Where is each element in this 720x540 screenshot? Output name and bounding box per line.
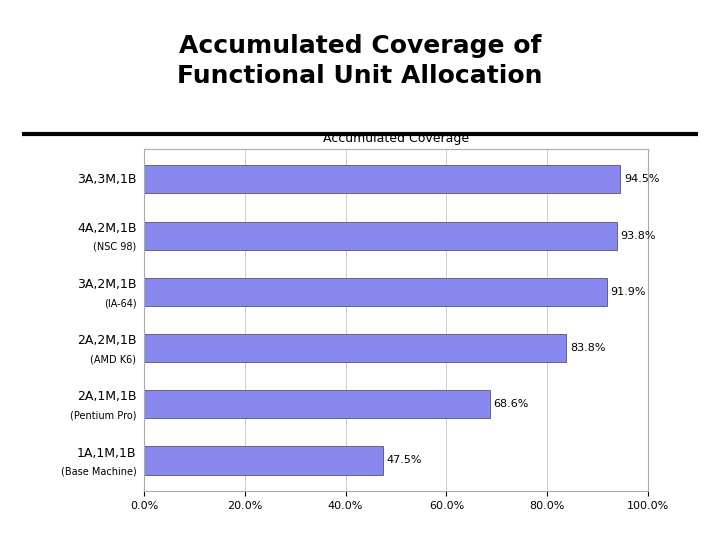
Bar	[144, 447, 383, 475]
Text: 4A,2M,1B: 4A,2M,1B	[77, 222, 137, 235]
Text: (Pentium Pro): (Pentium Pro)	[70, 410, 137, 421]
Bar	[144, 390, 490, 418]
Text: Accumulated Coverage of
Functional Unit Allocation: Accumulated Coverage of Functional Unit …	[177, 35, 543, 88]
Text: 68.6%: 68.6%	[493, 399, 528, 409]
Text: 83.8%: 83.8%	[570, 343, 606, 353]
Text: 91.9%: 91.9%	[611, 287, 647, 297]
Text: 2A,1M,1B: 2A,1M,1B	[77, 390, 137, 403]
Text: 93.8%: 93.8%	[620, 231, 656, 241]
Text: (NSC 98): (NSC 98)	[93, 242, 137, 252]
Text: (IA-64): (IA-64)	[104, 298, 137, 308]
Text: 47.5%: 47.5%	[387, 455, 423, 465]
Text: (Base Machine): (Base Machine)	[60, 467, 137, 477]
Bar	[144, 278, 607, 306]
Text: 3A,2M,1B: 3A,2M,1B	[77, 278, 137, 291]
Text: (AMD K6): (AMD K6)	[91, 354, 137, 364]
Text: 3A,3M,1B: 3A,3M,1B	[77, 173, 137, 186]
Text: 94.5%: 94.5%	[624, 174, 660, 185]
Text: 2A,2M,1B: 2A,2M,1B	[77, 334, 137, 347]
Title: Accumulated Coverage: Accumulated Coverage	[323, 132, 469, 145]
Text: 1A,1M,1B: 1A,1M,1B	[77, 447, 137, 460]
Bar	[144, 221, 617, 249]
Bar	[144, 334, 567, 362]
Bar	[144, 165, 620, 193]
